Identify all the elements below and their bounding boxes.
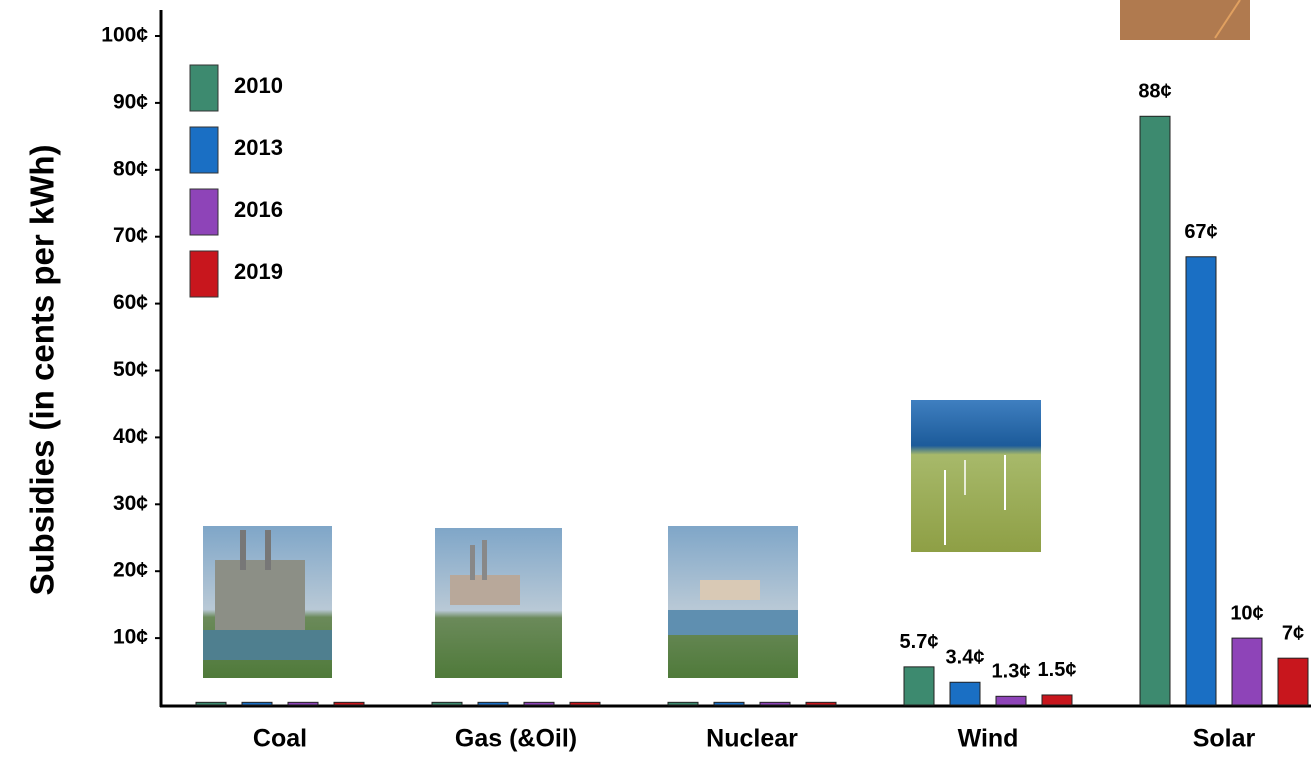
value-label: 10¢ [1230, 602, 1263, 624]
bar [949, 681, 981, 706]
y-tick-label: 10¢ [113, 626, 148, 649]
value-label: 5.7¢ [900, 631, 939, 653]
bar [1185, 256, 1217, 706]
x-tick-label: Solar [1193, 725, 1256, 753]
bar [903, 666, 935, 706]
y-tick-label: 60¢ [113, 291, 148, 314]
value-label: 88¢ [1138, 81, 1171, 103]
bar [1041, 694, 1073, 706]
bar [523, 701, 555, 706]
legend-label: 2013 [234, 135, 283, 160]
value-label: 7¢ [1282, 622, 1304, 644]
y-tick-label: 40¢ [113, 425, 148, 448]
bar [569, 701, 601, 706]
bar [1139, 115, 1171, 706]
bar [241, 701, 273, 706]
y-tick-label: 100¢ [101, 24, 148, 47]
y-axis-label: Subsidies (in cents per kWh) [24, 144, 61, 595]
y-tick-label: 50¢ [113, 358, 148, 381]
legend-swatch [189, 126, 219, 174]
legend-swatch [189, 64, 219, 112]
bar [1277, 657, 1309, 706]
x-tick-label: Nuclear [706, 725, 798, 753]
value-label: 3.4¢ [946, 647, 985, 669]
bar [805, 701, 837, 706]
legend-swatch [189, 188, 219, 236]
bar [477, 701, 509, 706]
value-label: 67¢ [1184, 221, 1217, 243]
value-label: 1.5¢ [1038, 659, 1077, 681]
x-tick-label: Wind [958, 725, 1019, 753]
legend-label: 2010 [234, 73, 283, 98]
y-tick-label: 30¢ [113, 492, 148, 515]
bar [713, 701, 745, 706]
y-tick-label: 70¢ [113, 224, 148, 247]
x-tick-label: Coal [253, 725, 307, 753]
bar [759, 701, 791, 706]
y-tick-label: 20¢ [113, 559, 148, 582]
bar [333, 701, 365, 706]
y-tick-label: 80¢ [113, 157, 148, 180]
photos [203, 0, 1250, 678]
value-label: 1.3¢ [992, 661, 1031, 683]
legend-label: 2016 [234, 197, 283, 222]
x-tick-label: Gas (&Oil) [455, 725, 577, 753]
legend-swatch [189, 250, 219, 298]
bar [287, 701, 319, 706]
bar [667, 701, 699, 706]
bar [431, 701, 463, 706]
bar [995, 695, 1027, 706]
legend-label: 2019 [234, 259, 283, 284]
y-tick-label: 90¢ [113, 90, 148, 113]
bar [1231, 637, 1263, 706]
bar [195, 701, 227, 706]
